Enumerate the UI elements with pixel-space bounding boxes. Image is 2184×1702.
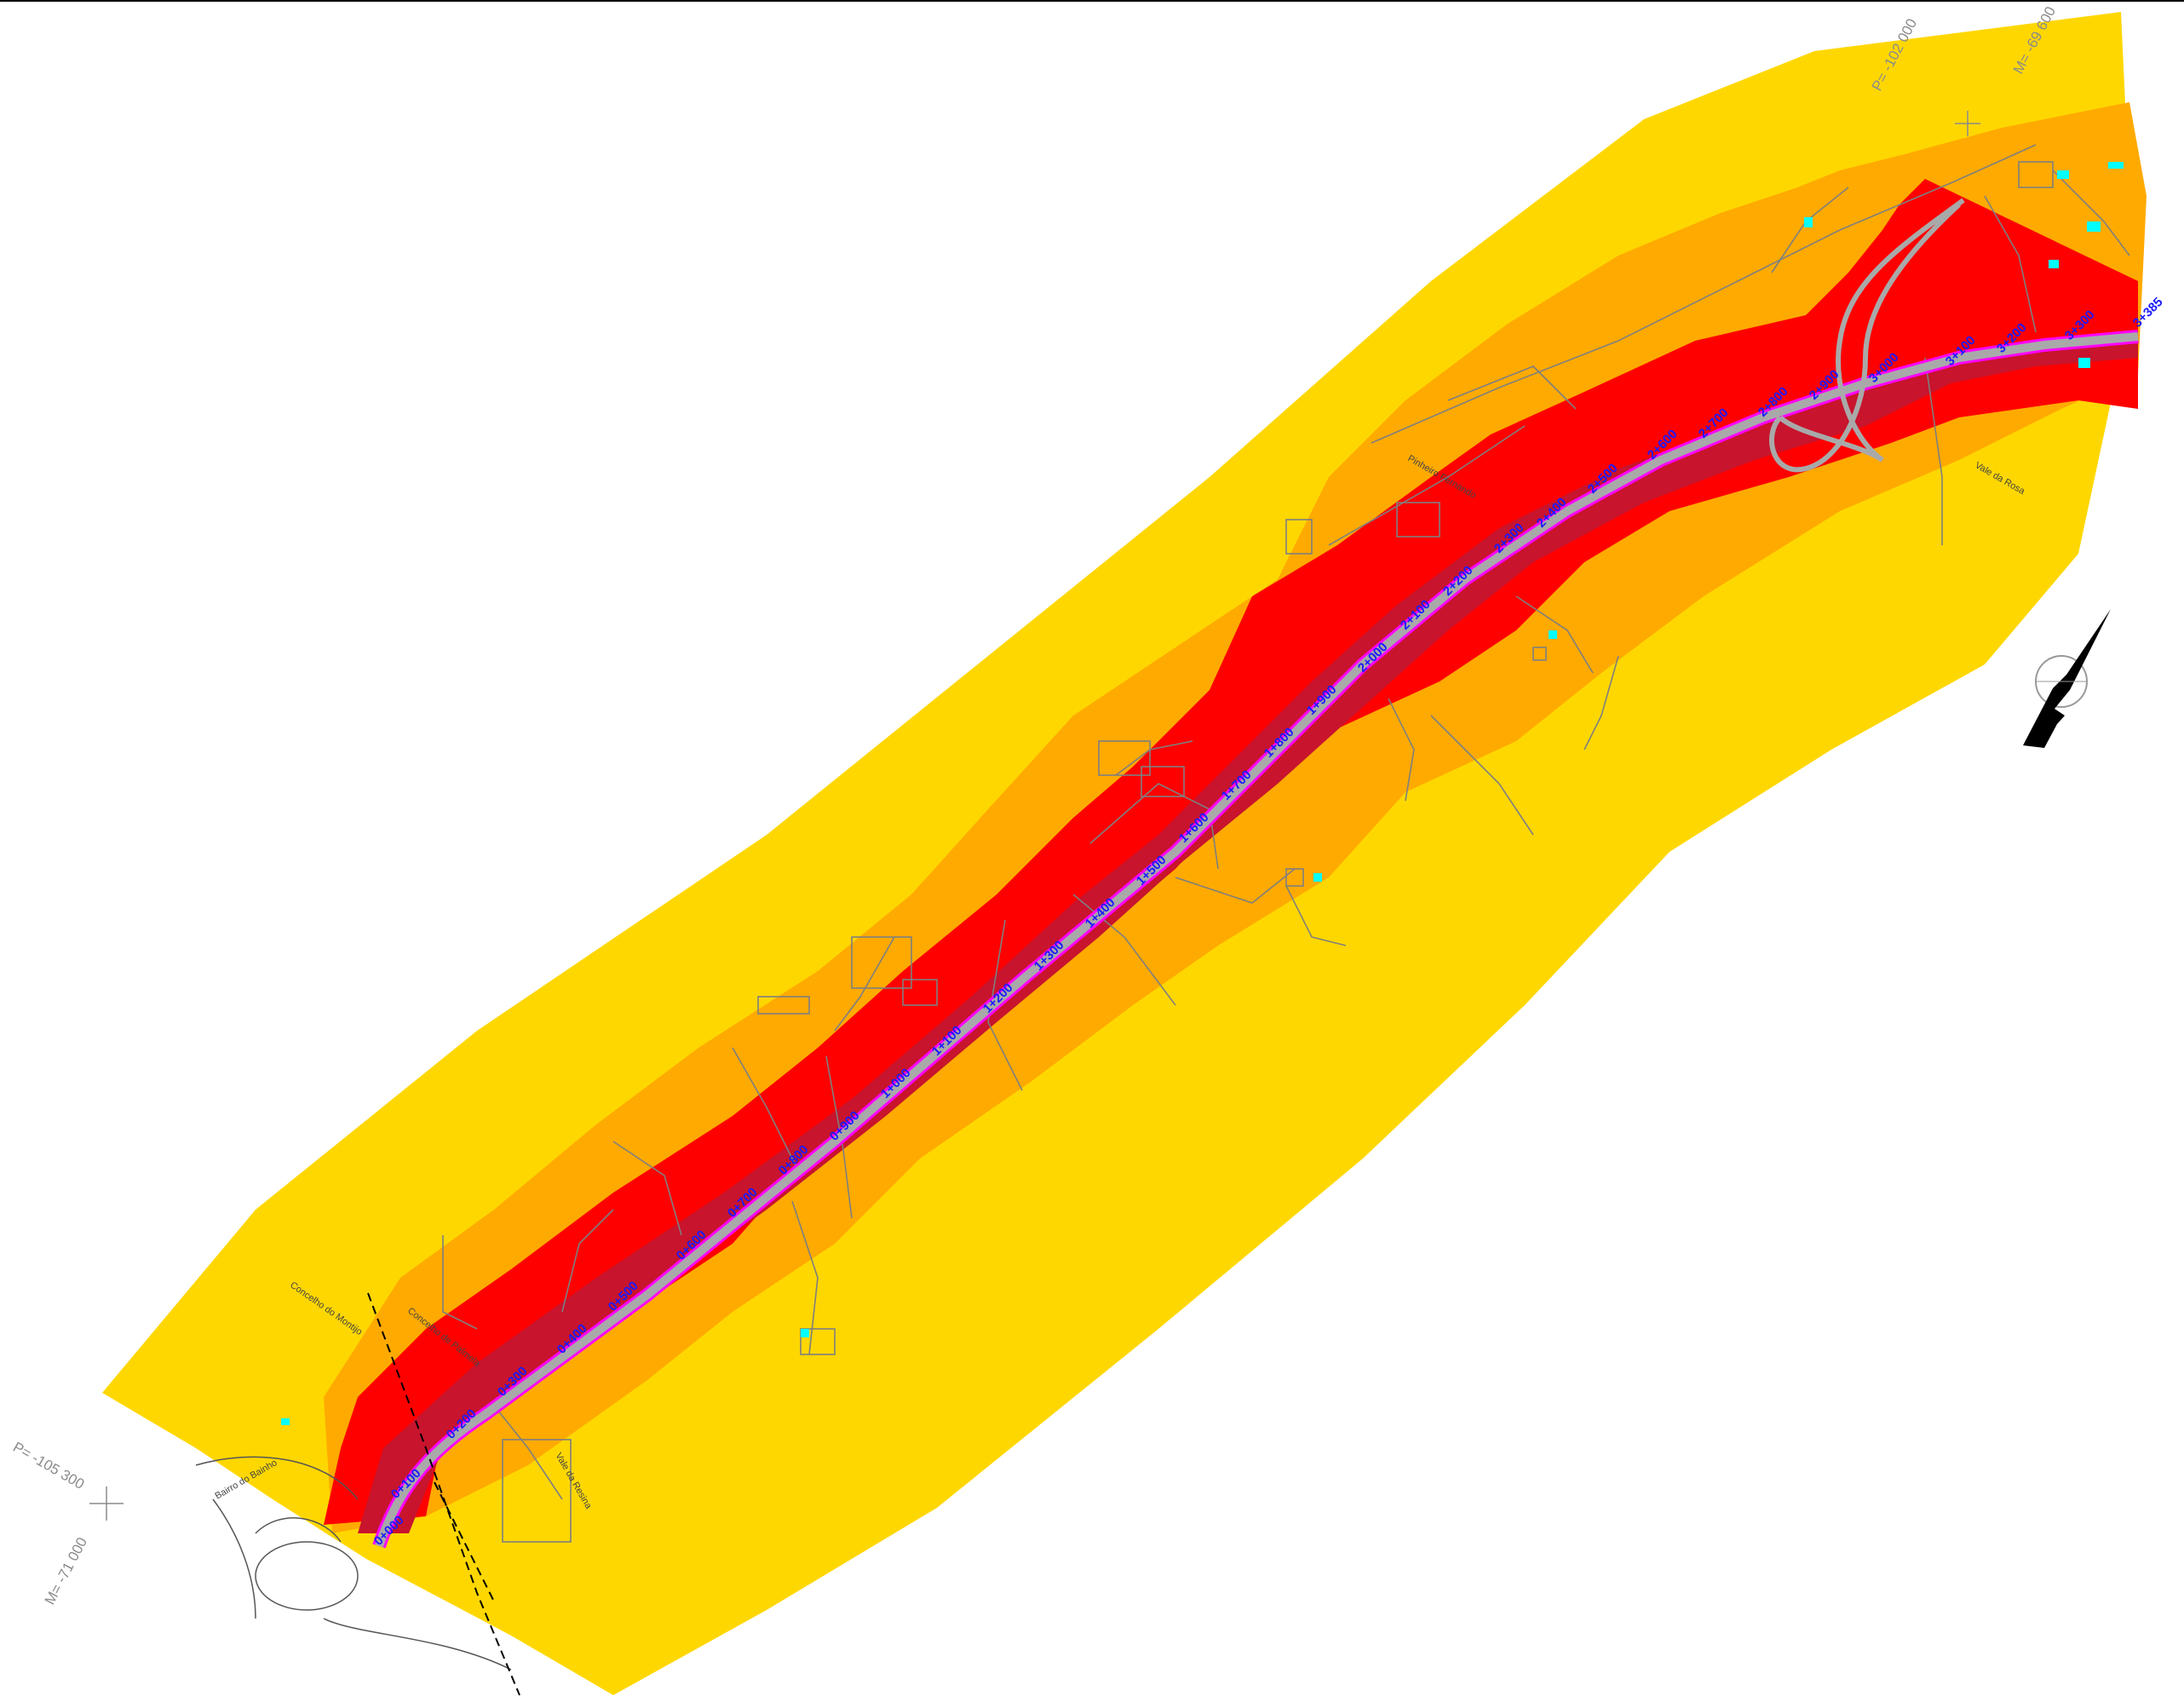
building-block xyxy=(1141,766,1185,797)
water-feature xyxy=(2049,260,2059,268)
basemap-line xyxy=(732,1047,802,1176)
basemap-line xyxy=(834,936,895,1032)
water-feature xyxy=(281,1418,290,1425)
coord-cross-bottom xyxy=(89,1486,124,1521)
basemap-line xyxy=(1388,698,1415,802)
coord-bottom-p: P= -105 300 xyxy=(10,1439,87,1492)
building-block xyxy=(851,936,912,989)
building-block xyxy=(2018,161,2054,188)
water-feature xyxy=(2078,358,2090,368)
building-block xyxy=(1285,519,1313,555)
basemap-line xyxy=(493,1405,563,1500)
basemap-line xyxy=(1285,885,1347,946)
water-feature xyxy=(2108,162,2124,169)
building-block xyxy=(1532,647,1547,661)
building-block xyxy=(1098,740,1151,776)
water-features xyxy=(281,162,2124,1425)
basemap-line xyxy=(1583,655,1619,750)
water-feature xyxy=(1804,217,1813,227)
basemap-line xyxy=(1430,715,1534,836)
road-alignment xyxy=(375,332,2139,1548)
water-feature xyxy=(801,1329,809,1337)
basemap-line xyxy=(442,1235,478,1330)
basemap-line xyxy=(1924,357,1943,545)
building-block xyxy=(902,979,938,1006)
basemap-line xyxy=(1175,868,1296,904)
building-block xyxy=(1285,868,1304,887)
interchange-ramps xyxy=(1769,198,1965,473)
building-block xyxy=(757,996,810,1015)
basemap-line xyxy=(1447,365,1577,410)
basemap-line xyxy=(612,1141,682,1236)
building-block xyxy=(1396,502,1440,538)
building-block xyxy=(800,1328,836,1355)
municipal-boundary xyxy=(367,1292,520,1696)
coord-cross-top xyxy=(1955,111,1980,136)
basemap-line xyxy=(1515,595,1594,674)
basemap-linework xyxy=(442,144,2130,1543)
basemap-line xyxy=(987,919,1023,1091)
coord-bottom-m: M= -71 000 xyxy=(42,1535,90,1607)
building-block xyxy=(502,1439,572,1543)
basemap-line xyxy=(1072,894,1176,1006)
water-feature xyxy=(1313,873,1322,882)
existing-interchange xyxy=(195,1456,512,1670)
basemap-line xyxy=(825,1055,853,1219)
water-feature xyxy=(1549,630,1557,639)
water-feature xyxy=(2057,170,2069,179)
basemap-line xyxy=(2052,170,2130,256)
basemap-line xyxy=(1984,195,2037,333)
basemap-line xyxy=(1328,425,1526,546)
water-feature xyxy=(2087,221,2101,232)
basemap-line xyxy=(1371,144,2037,444)
north-arrow-icon xyxy=(2023,609,2111,748)
basemap-line xyxy=(561,1209,614,1313)
